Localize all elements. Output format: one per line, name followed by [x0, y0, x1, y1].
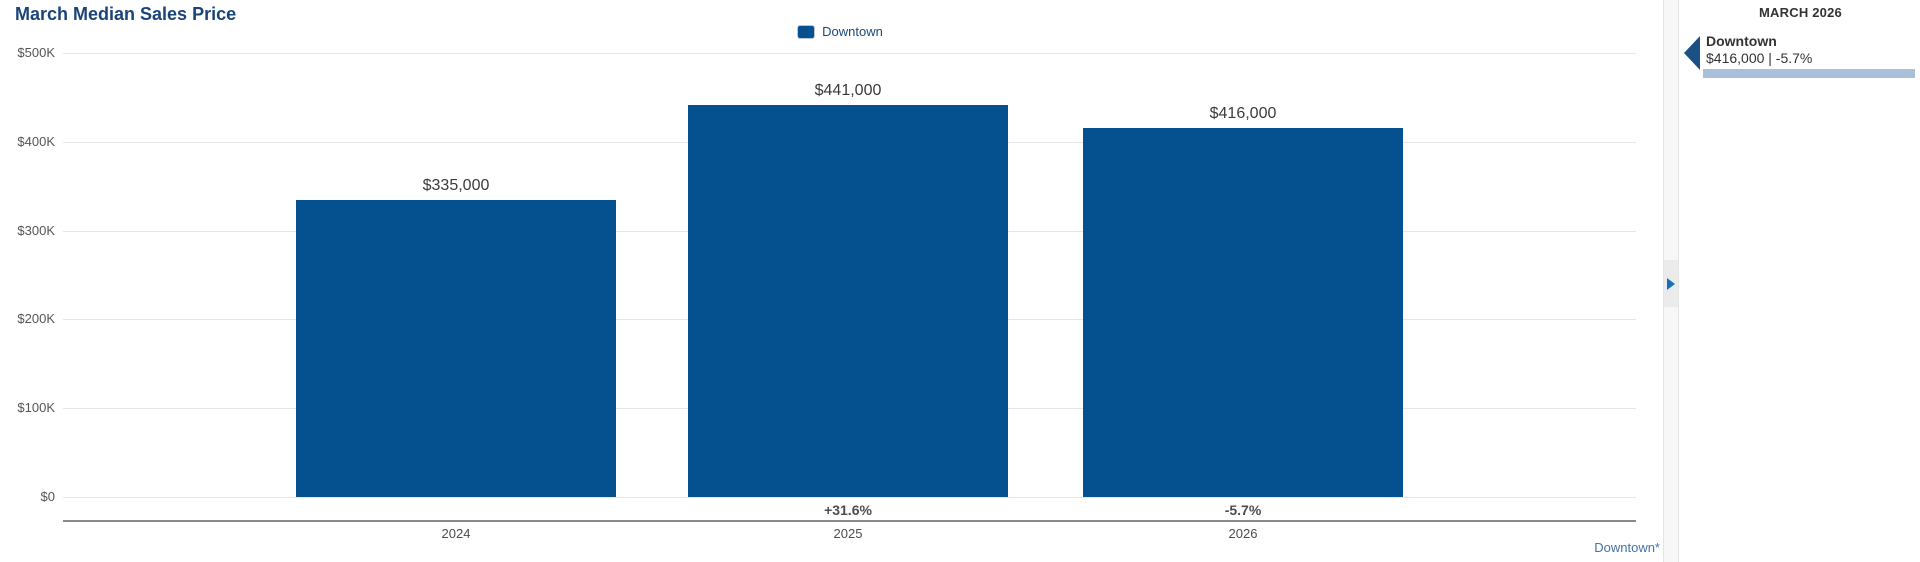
- panel-expand-handle[interactable]: [1664, 260, 1678, 307]
- chevron-right-icon: [1667, 277, 1675, 290]
- y-axis-tick-label: $100K: [17, 400, 55, 416]
- x-axis-label-2024: 2024: [441, 526, 471, 541]
- y-axis-tick-label: $500K: [17, 45, 55, 60]
- y-axis-tick-label: $300K: [17, 222, 55, 238]
- x-axis-label-2025: 2025: [833, 526, 863, 541]
- gridline: [63, 497, 1636, 498]
- bar-chart-plot: $500K $400K $300K $200K $100K $0 $335,000 2024 $…: [17, 45, 1636, 541]
- y-axis-tick-label: $0: [40, 489, 55, 504]
- legend-label: Downtown: [822, 24, 883, 39]
- summary-panel: MARCH 2026 Downtown $416,000 | -5.7%: [1681, 0, 1920, 562]
- summary-entry-name: Downtown: [1706, 33, 1777, 49]
- gridline: [63, 53, 1636, 54]
- chart-title: March Median Sales Price: [15, 4, 237, 24]
- pct-change-label-2026: -5.7%: [1224, 502, 1262, 518]
- pct-change-label-2025: +31.6%: [824, 502, 872, 518]
- chart-legend: Downtown: [0, 24, 1680, 39]
- summary-entry-text: Downtown $416,000 | -5.7%: [1706, 33, 1916, 67]
- left-arrow-marker-icon: [1684, 36, 1700, 70]
- bar-value-label-2024: $335,000: [422, 176, 490, 194]
- x-axis-label-2026: 2026: [1228, 526, 1258, 541]
- legend-swatch-icon: [797, 24, 816, 39]
- panel-divider: [1663, 0, 1679, 562]
- bar-value-label-2026: $416,000: [1209, 104, 1277, 122]
- bar-2024[interactable]: [296, 199, 616, 497]
- median-sales-price-chart: March Median Sales Price Downtown $500K $…: [15, 4, 1660, 555]
- summary-entry-detail: $416,000 | -5.7%: [1706, 50, 1813, 66]
- bar-2026[interactable]: [1083, 127, 1403, 497]
- bar-value-label-2025: $441,000: [814, 82, 882, 100]
- summary-entry-accent-bar: [1703, 69, 1915, 78]
- summary-panel-header: MARCH 2026: [1759, 5, 1842, 20]
- y-axis-tick-label: $200K: [17, 311, 55, 327]
- chart-footnote-link[interactable]: Downtown*: [1594, 540, 1660, 555]
- legend-item-downtown[interactable]: Downtown: [797, 24, 883, 39]
- x-axis-line: [63, 520, 1636, 522]
- y-axis-tick-label: $400K: [17, 133, 55, 149]
- bar-2025[interactable]: [688, 105, 1008, 497]
